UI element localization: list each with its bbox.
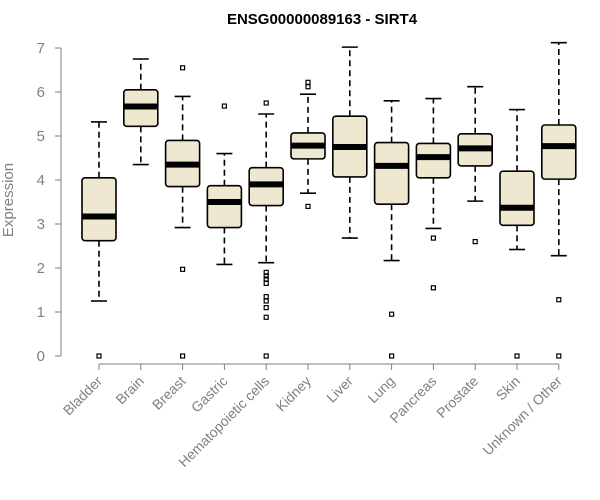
box-group <box>248 100 284 359</box>
box-group <box>331 46 368 239</box>
outlier-point <box>96 353 102 359</box>
outlier-point <box>180 353 186 359</box>
chart-title: ENSG00000089163 - SIRT4 <box>227 11 418 28</box>
y-tick-label: 4 <box>37 172 45 189</box>
outlier-point <box>305 84 311 90</box>
box-group <box>499 108 535 359</box>
outlier-point <box>472 239 478 245</box>
y-tick-label: 7 <box>37 40 45 57</box>
outlier-point <box>263 294 269 300</box>
x-tick-label: Bladder <box>60 373 106 419</box>
outlier-point <box>180 266 186 272</box>
y-tick-label: 6 <box>37 84 45 101</box>
box <box>81 177 117 242</box>
y-tick-label: 1 <box>37 304 45 321</box>
outlier-point <box>263 273 269 279</box>
outlier-point <box>180 65 186 71</box>
box-group <box>206 103 243 266</box>
outlier-point <box>389 353 395 359</box>
box <box>499 170 535 227</box>
box <box>206 184 243 229</box>
outlier-point <box>263 314 269 320</box>
y-tick-label: 5 <box>37 128 45 145</box>
box-group <box>123 58 159 166</box>
box-group <box>81 121 117 359</box>
outlier-point <box>263 100 269 106</box>
y-axis: 0 1 2 3 4 5 6 7 <box>37 40 62 365</box>
outlier-point <box>430 285 436 291</box>
box-group <box>290 79 326 209</box>
outlier-point <box>556 353 562 359</box>
outlier-point <box>221 103 227 109</box>
outlier-point <box>514 353 520 359</box>
y-tick-label: 0 <box>37 348 45 365</box>
outlier-point <box>430 235 436 241</box>
box-group <box>164 65 201 359</box>
outlier-point <box>389 311 395 317</box>
outlier-point <box>263 298 269 304</box>
box <box>373 141 410 206</box>
outlier-point <box>305 203 311 209</box>
y-tick-label: 2 <box>37 260 45 277</box>
x-tick-label: Prostate <box>433 373 481 421</box>
x-tick-label: Breast <box>149 373 189 413</box>
x-tick-label: Liver <box>323 373 356 406</box>
outlier-point <box>305 79 311 85</box>
x-tick-label: Skin <box>493 373 524 404</box>
x-tick-label: Unknown / Other <box>479 373 565 459</box>
x-tick-label: Brain <box>112 373 146 407</box>
box-group <box>457 85 494 245</box>
outlier-point <box>263 305 269 311</box>
box-group <box>540 41 577 359</box>
box <box>540 124 577 180</box>
box-group <box>373 100 410 359</box>
x-tick-label: Kidney <box>273 373 315 415</box>
box <box>415 142 452 179</box>
outlier-point <box>263 280 269 286</box>
y-axis-label: Expression <box>0 163 17 237</box>
box-group <box>415 97 452 291</box>
y-tick-label: 3 <box>37 216 45 233</box>
outlier-point <box>263 353 269 359</box>
boxes <box>81 41 577 359</box>
outlier-point <box>556 297 562 303</box>
x-tick-label: Lung <box>364 373 397 406</box>
